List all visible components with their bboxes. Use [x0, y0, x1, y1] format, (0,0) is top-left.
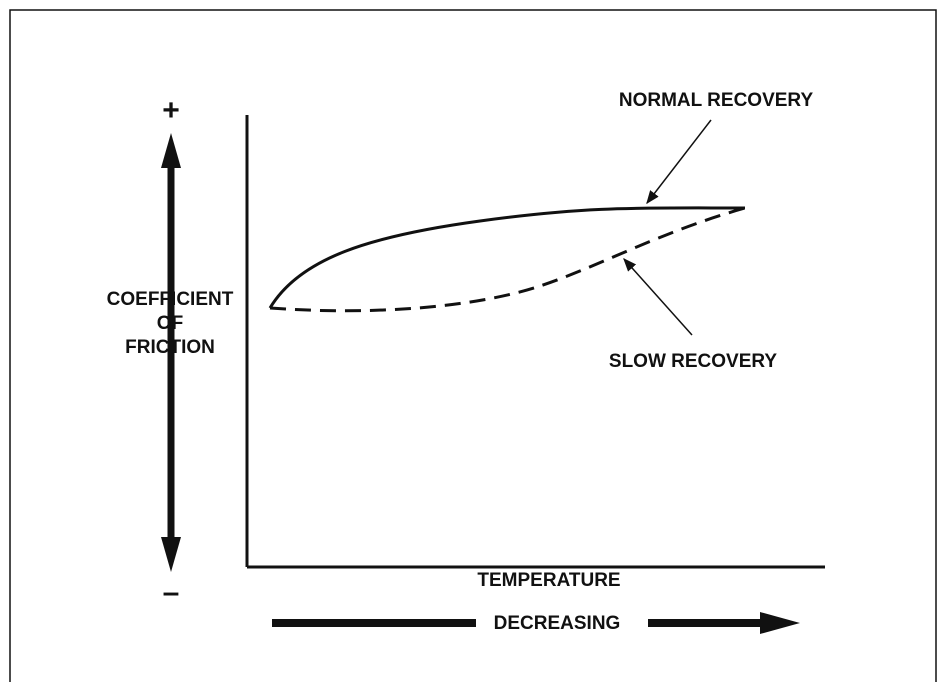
normal-curve: [268, 206, 746, 309]
plus-sign: +: [162, 94, 180, 127]
slow-label: SLOW RECOVERY: [609, 351, 778, 372]
direction-arrow-head: [760, 612, 800, 634]
y-label-line: COEFFICIENT: [107, 289, 234, 310]
direction-label: DECREASING: [494, 613, 621, 634]
x-label: TEMPERATURE: [477, 570, 620, 591]
slow-pointer: [623, 257, 693, 336]
frame: [9, 9, 937, 682]
y-label-line: FRICTION: [125, 337, 215, 358]
slow-curve: [269, 206, 746, 313]
y-label-line: OF: [157, 313, 183, 334]
minus-sign: –: [163, 576, 180, 609]
normal-pointer: [646, 119, 712, 205]
y-arrow-head-down: [161, 537, 181, 572]
normal-label: NORMAL RECOVERY: [619, 90, 814, 111]
y-arrow-head-up: [161, 133, 181, 168]
